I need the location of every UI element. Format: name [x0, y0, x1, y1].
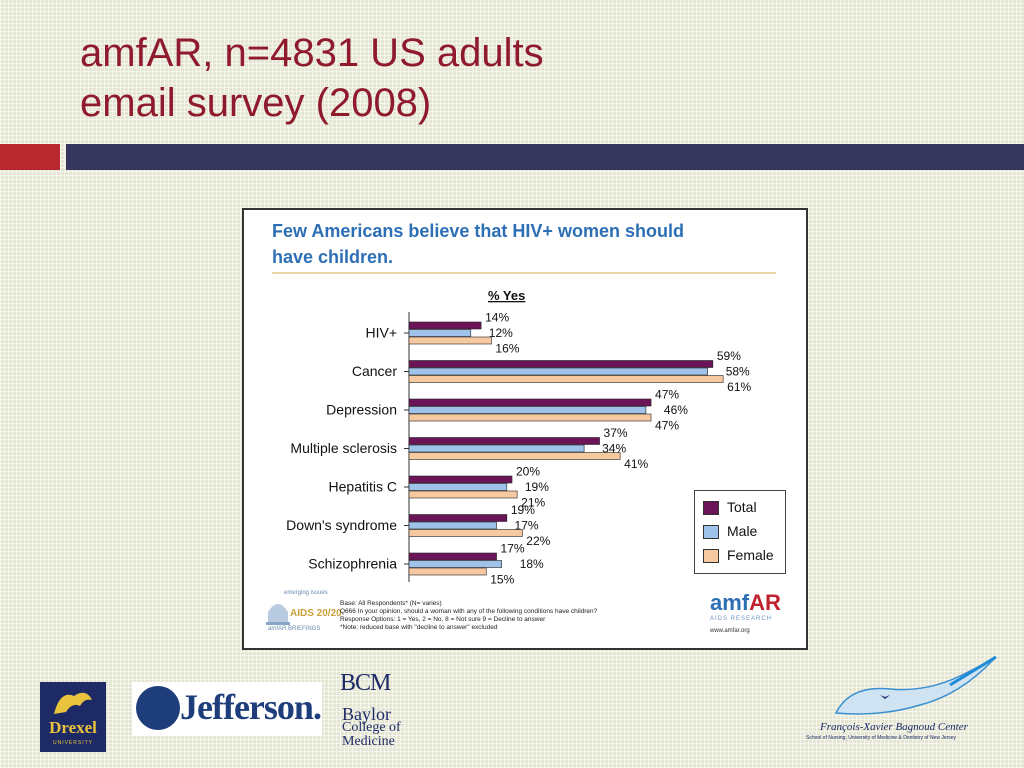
data-label-female: 41% — [624, 457, 648, 471]
bar-total — [408, 360, 714, 368]
data-label-total: 59% — [717, 349, 741, 363]
data-label-total: 37% — [604, 426, 628, 440]
chart-heading-line1: Few Americans believe that HIV+ women sh… — [272, 221, 684, 241]
bar-male — [408, 329, 472, 337]
amfar-logo: amfAR AIDS RESEARCH www.amfar.org — [710, 590, 800, 634]
baylor-logo: BCM Baylor College of Medicine — [340, 670, 420, 750]
accent-bar-red — [0, 144, 60, 170]
aids-2020-logo: emerging issues AIDS 20/20 amfAR BRIEFIN… — [262, 582, 342, 638]
aids-logo-top: emerging issues — [284, 590, 328, 596]
data-label-male: 58% — [726, 365, 750, 379]
capitol-icon — [266, 604, 290, 625]
bar-total — [408, 514, 508, 522]
bar-total — [408, 475, 513, 484]
category-label: HIV+ — [365, 325, 397, 341]
fxb-swoosh-icon — [834, 655, 997, 715]
category-label: Cancer — [352, 363, 397, 379]
data-label-female: 15% — [490, 573, 514, 587]
data-label-female: 21% — [521, 496, 545, 510]
footnote-line2: Q666 In your opinion, should a woman wit… — [340, 608, 598, 615]
data-label-male: 19% — [525, 480, 549, 494]
bar-total — [408, 437, 600, 445]
category-label: Multiple sclerosis — [290, 440, 397, 456]
bar-female — [408, 375, 724, 383]
chart-legend: Total Male Female — [694, 490, 786, 574]
bar-total — [408, 552, 497, 561]
footnote-line3: Response Options: 1 = Yes, 2 = No, 8 = N… — [340, 616, 546, 623]
slide-title-line1: amfAR, n=4831 US adults — [80, 31, 544, 75]
bar-female — [408, 452, 621, 460]
bcm-line2: College of — [342, 720, 401, 735]
bar-female — [408, 490, 518, 499]
dragon-icon — [54, 692, 92, 714]
drexel-name: Drexel — [49, 718, 97, 737]
bar-chart: % Yes HIV+ 14%12% 16% Cancer 59% 58%61% Depress… — [272, 272, 776, 587]
bar-male — [408, 483, 508, 491]
bar-male — [408, 367, 709, 376]
data-label-female: 16% — [495, 342, 519, 356]
data-label-female: 22% — [526, 534, 550, 548]
bar-total — [408, 321, 482, 330]
category-label: Hepatitis C — [329, 479, 397, 495]
data-label-total: 19% — [511, 503, 535, 517]
amfar-logo-name-a: amf — [710, 590, 750, 615]
bar-female — [408, 567, 487, 576]
bar-female — [408, 413, 652, 422]
slide-title-line2: email survey (2008) — [80, 81, 432, 125]
data-label-total: 20% — [516, 465, 540, 479]
jefferson-seal-icon — [136, 686, 180, 730]
jefferson-name: Jefferson. — [180, 687, 322, 727]
data-label-male: 34% — [602, 442, 626, 456]
jefferson-logo: Jefferson. — [132, 682, 322, 736]
bar-male — [408, 444, 585, 453]
bar-male — [408, 406, 647, 414]
drexel-sub: UNIVERSITY — [52, 740, 93, 746]
data-label-male: 12% — [489, 326, 513, 340]
legend-label-female: Female — [727, 547, 774, 563]
drexel-logo: Drexel UNIVERSITY — [40, 682, 106, 752]
data-label-total: 17% — [501, 542, 525, 556]
amfar-logo-url: www.amfar.org — [710, 628, 750, 634]
data-label-male: 17% — [515, 519, 539, 533]
category-label: Schizophrenia — [308, 556, 397, 572]
fxb-center-logo: François-Xavier Bagnoud Center School of… — [800, 655, 1000, 750]
data-label-total: 47% — [655, 388, 679, 402]
amfar-logo-sub: AIDS RESEARCH — [710, 616, 773, 622]
legend-label-male: Male — [727, 523, 758, 539]
data-label-male: 46% — [664, 403, 688, 417]
bar-male — [408, 521, 497, 530]
chart-image: Few Americans believe that HIV+ women sh… — [242, 208, 808, 650]
legend-swatch-male — [703, 525, 719, 539]
fxb-name: François-Xavier Bagnoud Center — [820, 721, 968, 733]
chart-title: % Yes — [488, 288, 525, 303]
footnote-line1: Base: All Respondents* (N= varies) — [340, 600, 442, 607]
fxb-sub: School of Nursing, University of Medicin… — [806, 735, 957, 741]
chart-heading-line2: have children. — [272, 247, 394, 267]
data-label-total: 14% — [485, 311, 509, 325]
accent-bar-navy — [66, 144, 1024, 170]
bcm-line3: Medicine — [342, 734, 395, 749]
footnote-line4: *Note: reduced base with "decline to ans… — [340, 624, 498, 631]
chart-heading: Few Americans believe that HIV+ women sh… — [272, 218, 792, 270]
bar-male — [408, 560, 502, 568]
legend-label-total: Total — [727, 499, 757, 515]
category-label: Down's syndrome — [286, 517, 397, 533]
bcm-line1: Baylor — [342, 704, 391, 724]
aids-logo-bottom: amfAR BRIEFINGS — [268, 626, 321, 632]
bcm-abbr: BCM — [340, 670, 391, 696]
chart-footnote: Base: All Respondents* (N= varies) Q666 … — [340, 600, 670, 632]
data-label-female: 61% — [727, 380, 751, 394]
slide-title: amfAR, n=4831 US adults email survey (20… — [80, 28, 544, 128]
category-label: Depression — [326, 402, 397, 418]
data-label-female: 47% — [655, 419, 679, 433]
amfar-logo-name: amfAR — [710, 590, 800, 616]
legend-swatch-female — [703, 549, 719, 563]
bar-female — [408, 336, 492, 345]
data-label-male: 18% — [520, 557, 544, 571]
bar-female — [408, 529, 523, 537]
amfar-logo-name-b: AR — [749, 590, 781, 615]
aids-logo-mid: AIDS 20/20 — [290, 608, 342, 619]
bar-total — [408, 398, 652, 407]
legend-swatch-total — [703, 501, 719, 515]
